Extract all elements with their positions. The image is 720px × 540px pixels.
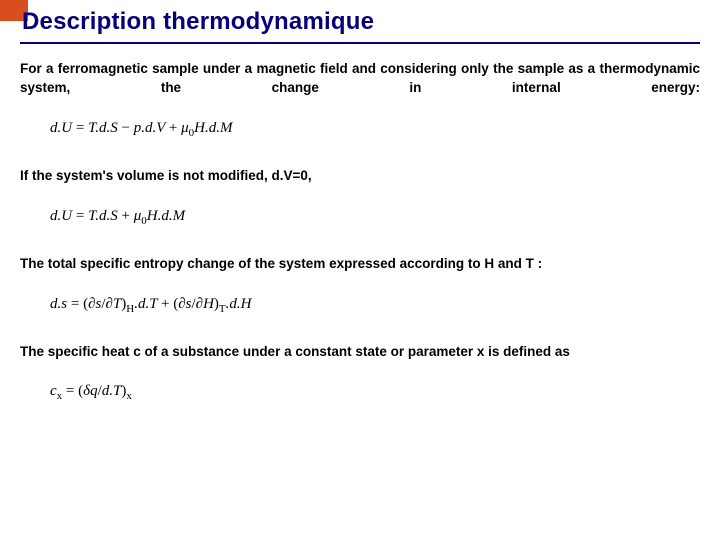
equation-3: d.s = (∂s/∂T)H.d.T + (∂s/∂H)T.d.H — [50, 296, 700, 315]
paragraph-specific-heat: The specific heat c of a substance under… — [20, 343, 700, 362]
page-title: Description thermodynamique — [22, 8, 374, 36]
paragraph-entropy: The total specific entropy change of the… — [20, 255, 700, 274]
content-area: For a ferromagnetic sample under a magne… — [20, 60, 700, 414]
equation-2: d.U = T.d.S + μ0H.d.M — [50, 208, 700, 227]
paragraph-intro: For a ferromagnetic sample under a magne… — [20, 60, 700, 98]
equation-1: d.U = T.d.S − p.d.V + μ0H.d.M — [50, 120, 700, 139]
title-underline — [20, 42, 700, 44]
equation-4: cx = (δq/d.T)x — [50, 383, 700, 402]
paragraph-volume: If the system's volume is not modified, … — [20, 167, 700, 186]
